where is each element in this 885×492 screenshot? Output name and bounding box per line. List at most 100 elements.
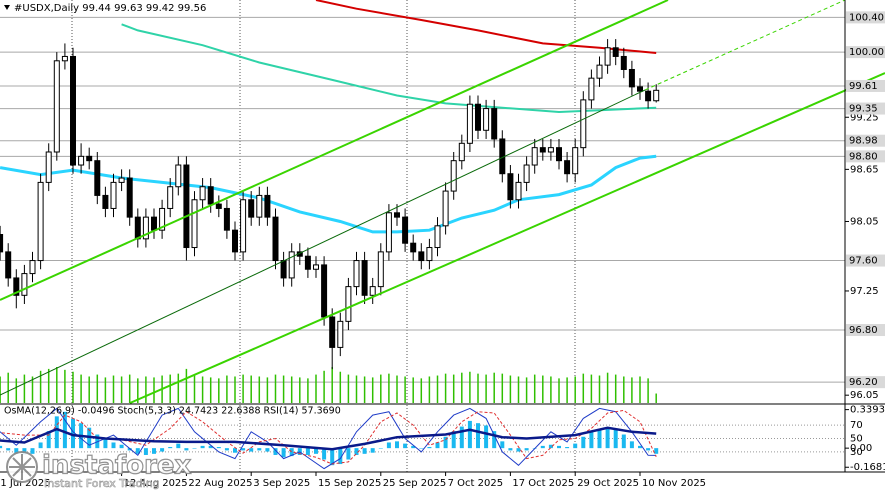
osma-bar [143, 448, 148, 455]
candle-body [645, 90, 652, 102]
candle-body [596, 64, 603, 79]
osma-bar [354, 448, 359, 455]
x-tick-label: 10 Nov 2025 [642, 478, 706, 489]
osma-bar [289, 448, 294, 457]
osma-bar [451, 431, 456, 449]
candle-body [304, 255, 311, 270]
stoch-main-line [0, 407, 657, 470]
osma-tick-label: -0.1681 [850, 462, 885, 473]
candle-body [288, 251, 295, 279]
osma-bar [492, 431, 497, 449]
candle-body [248, 199, 255, 218]
candle-body [547, 147, 554, 153]
candle-body [491, 108, 498, 140]
candle-body [410, 242, 417, 253]
osma-bar [71, 418, 75, 449]
level-label: 98.98 [849, 136, 878, 147]
osma-bar [208, 445, 213, 449]
osma-bar [54, 416, 59, 449]
candle-body [442, 190, 449, 227]
candle-body [458, 142, 465, 162]
candle-body [175, 164, 182, 188]
osma-bar [30, 448, 35, 454]
y-tick-label: 99.25 [850, 112, 879, 123]
osma-bar [597, 428, 602, 449]
candle-body [353, 260, 360, 288]
candle-body [466, 103, 473, 144]
oscillator-tick-label: 30 [850, 447, 863, 458]
osma-bar [200, 445, 205, 449]
candle-body [232, 229, 238, 253]
moving-average [121, 23, 657, 114]
osma-bar [565, 447, 570, 449]
candle-body [207, 186, 214, 205]
osma-bar [548, 444, 553, 449]
candle-body [102, 194, 109, 209]
x-tick-label: 17 Oct 2025 [512, 478, 574, 489]
x-tick-label: 21 Jul 2025 [0, 478, 51, 489]
osma-bar [135, 448, 140, 454]
osma-bar [654, 448, 659, 454]
candle-body [280, 260, 287, 279]
candle-body [37, 181, 44, 262]
candle-body [394, 212, 400, 218]
y-tick-label: 98.05 [850, 216, 879, 227]
level-label: 100.00 [849, 47, 884, 58]
osma-bar [524, 448, 529, 451]
osma-bar [111, 442, 116, 449]
candle-body [134, 216, 141, 240]
candle-body [475, 103, 481, 131]
osma-bar [103, 439, 108, 449]
levels [0, 16, 845, 383]
title-arrow [4, 5, 10, 10]
y-tick-label: 96.05 [850, 390, 879, 401]
osma-bar [346, 448, 351, 460]
candle-body [329, 316, 336, 348]
level-label: 100.40 [849, 12, 884, 23]
osma-bar [540, 445, 545, 449]
osma-bar [257, 448, 262, 451]
candle-body [61, 55, 68, 62]
osma-bar [216, 447, 221, 449]
level-box [846, 150, 885, 163]
oscillator-tick-label: 50 [850, 434, 863, 445]
osma-bar [516, 448, 521, 452]
candle-body [628, 68, 635, 88]
candle-body [321, 264, 328, 318]
x-tick-label: 15 Sep 2025 [318, 478, 381, 489]
watermark-tagline: Instant Forex Trading [44, 477, 160, 490]
channel-mid-extension [644, 0, 846, 91]
osma-bar [411, 445, 416, 449]
level-box [846, 79, 885, 92]
osma-bar [46, 431, 51, 449]
osma-bar [338, 448, 343, 465]
moving-average [315, 0, 657, 54]
candle-body [167, 186, 174, 209]
osma-bar [403, 443, 408, 449]
candle-body [86, 155, 93, 162]
osma-bar [14, 448, 19, 454]
level-label: 97.60 [849, 256, 878, 267]
candle-body [159, 207, 166, 231]
candle-body [110, 181, 117, 209]
x-tick-label: 3 Sep 2025 [253, 478, 310, 489]
osma-bar [265, 448, 270, 452]
osma-bar [192, 448, 197, 449]
candle-body [572, 147, 579, 175]
osma-bar [476, 423, 480, 449]
candle-body [588, 77, 595, 101]
candle-body [604, 47, 611, 66]
osma-bar [500, 441, 505, 449]
x-tick-label: 25 Sep 2025 [383, 478, 446, 489]
osma-bar [370, 448, 375, 453]
candle-body [126, 177, 133, 218]
candle-body [612, 47, 619, 57]
candle-body [345, 286, 352, 322]
osma-bar [119, 444, 124, 449]
level-box [846, 324, 885, 337]
candle-body [223, 207, 230, 231]
candle-body [337, 320, 344, 348]
candle-body [70, 55, 76, 166]
x-tick-label: 12 Aug 2025 [124, 478, 188, 489]
